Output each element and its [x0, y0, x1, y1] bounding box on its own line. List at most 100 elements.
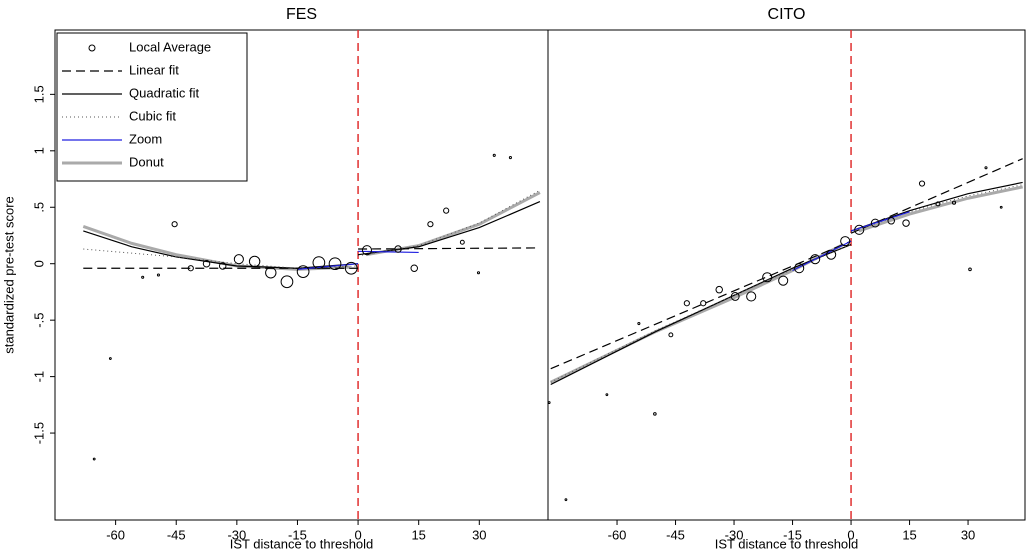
- local-average: [547, 401, 551, 404]
- local-average: [715, 285, 723, 294]
- local-average: [564, 498, 568, 502]
- local-average: [653, 412, 657, 416]
- x-tick-label: -30: [227, 527, 246, 542]
- fit-line: [792, 240, 852, 272]
- local-average: [951, 200, 957, 205]
- local-average: [794, 263, 805, 274]
- local-average: [92, 457, 96, 461]
- x-tick-label: -60: [106, 527, 125, 542]
- x-tick-label: 15: [902, 527, 916, 542]
- local-average: [840, 236, 851, 247]
- local-average: [968, 267, 972, 272]
- local-average: [810, 254, 821, 265]
- fit-line: [357, 189, 541, 257]
- local-average: [902, 219, 910, 227]
- local-average: [492, 153, 496, 157]
- y-axis-label: standardized pre-test score: [1, 196, 16, 354]
- x-tick-label: -30: [725, 527, 744, 542]
- local-average: [854, 224, 865, 235]
- legend-label: Local Average: [129, 39, 211, 54]
- local-average: [233, 254, 244, 265]
- x-tick-label: 0: [354, 527, 361, 542]
- legend-box: [56, 32, 248, 182]
- x-tick-label: -45: [167, 527, 186, 542]
- local-average: [459, 239, 465, 245]
- chart-title: FES: [286, 6, 317, 23]
- local-average: [265, 267, 277, 279]
- local-average: [935, 201, 941, 207]
- local-average: [171, 221, 178, 228]
- local-average: [476, 271, 481, 275]
- legend-label: Linear fit: [129, 62, 179, 77]
- local-average: [762, 272, 773, 283]
- legend-marker: [88, 44, 96, 52]
- y-tick-label: -1.5: [31, 422, 46, 444]
- x-axis-label: IST distance to threshold: [715, 536, 859, 551]
- x-tick-label: -15: [783, 527, 802, 542]
- local-average: [187, 265, 194, 272]
- local-average: [218, 262, 227, 270]
- x-tick-label: 30: [961, 527, 975, 542]
- local-average: [156, 273, 160, 277]
- y-tick-label: -1: [31, 371, 46, 383]
- local-average: [778, 275, 789, 286]
- y-tick-label: .5: [31, 202, 46, 213]
- chart-title: CITO: [768, 6, 806, 23]
- fit-line: [365, 191, 541, 257]
- local-average: [984, 166, 988, 170]
- local-average: [668, 332, 674, 338]
- legend-label: Zoom: [129, 131, 162, 146]
- local-average: [427, 221, 434, 228]
- local-average: [918, 180, 926, 187]
- x-tick-label: -45: [666, 527, 685, 542]
- fit-line: [358, 247, 540, 250]
- fit-line: [850, 211, 910, 232]
- local-average: [637, 322, 641, 326]
- local-average: [312, 256, 326, 269]
- legend-label: Donut: [129, 154, 164, 169]
- y-tick-label: 1: [31, 147, 46, 154]
- plot-frame: [547, 29, 1026, 521]
- x-tick-label: 30: [472, 527, 486, 542]
- local-average: [328, 257, 342, 271]
- x-tick-label: 0: [847, 527, 854, 542]
- fit-line: [858, 185, 1023, 233]
- local-average: [508, 156, 512, 160]
- local-average: [410, 264, 418, 272]
- local-average: [361, 245, 373, 256]
- fit-line: [357, 201, 541, 256]
- local-average: [730, 292, 740, 301]
- legend-label: Quadratic fit: [129, 85, 199, 100]
- local-average: [443, 207, 450, 214]
- local-average: [344, 261, 358, 275]
- local-average: [700, 300, 707, 307]
- local-average: [394, 245, 402, 253]
- x-tick-label: 15: [411, 527, 425, 542]
- local-average: [887, 217, 895, 225]
- local-average: [683, 300, 690, 307]
- fit-line: [850, 184, 1023, 233]
- y-tick-label: -.5: [31, 313, 46, 328]
- local-average: [826, 249, 837, 260]
- y-tick-label: 1.5: [31, 85, 46, 103]
- x-axis-label: IST distance to threshold: [230, 536, 374, 551]
- legend-label: Cubic fit: [129, 108, 176, 123]
- local-average: [870, 218, 880, 228]
- local-average: [605, 393, 609, 397]
- local-average: [280, 275, 294, 289]
- local-average: [746, 291, 757, 302]
- x-tick-label: -60: [608, 527, 627, 542]
- local-average: [202, 259, 211, 268]
- local-average: [248, 255, 261, 268]
- local-average: [999, 205, 1003, 209]
- y-tick-label: 0: [31, 260, 46, 267]
- fit-line: [550, 243, 852, 386]
- local-average: [108, 357, 112, 360]
- local-average: [296, 265, 310, 278]
- fit-line: [83, 248, 359, 269]
- local-average: [141, 275, 145, 279]
- fit-line: [358, 250, 419, 254]
- x-tick-label: -15: [288, 527, 307, 542]
- fit-line: [550, 240, 852, 370]
